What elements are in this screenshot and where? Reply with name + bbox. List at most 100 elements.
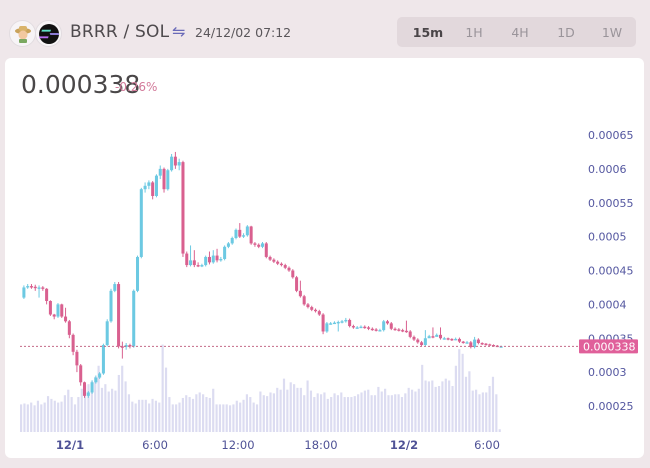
- candle-body: [143, 185, 147, 190]
- volume-bar: [441, 381, 444, 432]
- volume-bar: [498, 429, 501, 432]
- volume-bar: [30, 402, 33, 432]
- candle-body: [147, 182, 151, 186]
- volume-bar: [151, 398, 154, 432]
- candle-body: [457, 338, 461, 342]
- candle-body: [446, 338, 450, 340]
- candle-body: [484, 343, 488, 346]
- volume-bar: [468, 371, 471, 432]
- volume-bar: [410, 389, 414, 432]
- candle-body: [253, 243, 257, 245]
- volume-bar: [390, 395, 393, 432]
- volume-bar: [144, 399, 147, 432]
- timeframe-1h[interactable]: 1H: [465, 24, 483, 40]
- last-price-badge: [579, 339, 638, 354]
- timestamp: 24/12/02 07:12: [195, 25, 292, 40]
- candle-body: [279, 263, 283, 266]
- candle-body: [438, 334, 443, 339]
- volume-bar: [107, 391, 110, 432]
- candle-body: [442, 338, 446, 340]
- candle-body: [90, 382, 94, 393]
- candle-body: [469, 342, 473, 348]
- volume-bar: [282, 378, 286, 432]
- volume-bar: [185, 395, 188, 432]
- candle-body: [151, 182, 155, 196]
- sol-token-icon: [35, 20, 62, 47]
- volume-bar: [212, 388, 215, 432]
- timeframe-4h[interactable]: 4H: [511, 24, 529, 40]
- volume-bar: [40, 404, 43, 432]
- candle-body: [276, 261, 280, 264]
- volume-bar: [114, 390, 117, 432]
- volume-bar: [23, 403, 26, 432]
- candle-body: [408, 331, 412, 337]
- volume-bar: [232, 404, 235, 432]
- candle-body: [454, 338, 458, 341]
- candle-body: [435, 334, 439, 337]
- candle-body: [64, 316, 68, 322]
- candle-body: [181, 162, 185, 254]
- volume-bar: [104, 384, 107, 432]
- candle-body: [329, 323, 333, 325]
- candle-body: [117, 284, 121, 347]
- volume-bar: [346, 397, 350, 432]
- volume-bar: [158, 402, 161, 432]
- volume-bar: [164, 367, 168, 432]
- volume-bar: [434, 386, 437, 432]
- candle-body: [48, 300, 52, 315]
- candle-body: [204, 256, 208, 266]
- candle-body: [192, 260, 196, 266]
- volume-bar: [296, 387, 299, 432]
- volume-bar: [121, 365, 124, 432]
- candle-body: [109, 290, 113, 322]
- price-change: -0.26%: [115, 80, 158, 94]
- timeframe-1w[interactable]: 1W: [601, 24, 623, 40]
- volume-bar: [218, 404, 222, 432]
- timeframe-15m[interactable]: 15m: [412, 24, 444, 40]
- candle-body: [120, 346, 124, 348]
- candle-body: [427, 336, 431, 339]
- volume-bar: [178, 402, 181, 432]
- volume-bar: [400, 397, 404, 432]
- candle-body: [33, 286, 37, 289]
- volume-bar: [407, 387, 410, 432]
- y-axis-label: 0.00065: [588, 129, 634, 142]
- y-axis-label: 0.0004: [588, 298, 627, 311]
- candle-body: [351, 326, 355, 328]
- candle-body: [302, 296, 306, 305]
- volume-bar: [448, 380, 451, 432]
- volume-bar: [131, 401, 134, 432]
- volume-bar: [353, 396, 356, 432]
- candle-body: [492, 345, 496, 347]
- candle-body: [374, 329, 378, 331]
- volume-bar: [117, 374, 120, 432]
- volume-bar: [323, 392, 326, 432]
- volume-bar: [124, 381, 127, 432]
- volume-bar: [464, 376, 468, 432]
- volume-bar: [57, 402, 60, 432]
- candle-body: [101, 345, 105, 374]
- timeframe-1d[interactable]: 1D: [557, 24, 575, 40]
- volume-bar: [259, 391, 262, 432]
- current-price: 0.000338: [21, 70, 141, 99]
- volume-bar: [171, 404, 174, 432]
- candle-body: [219, 258, 223, 261]
- candle-body: [268, 256, 272, 260]
- volume-bar: [33, 405, 36, 432]
- candle-body: [306, 304, 310, 308]
- candle-body: [238, 229, 242, 237]
- candle-body: [234, 229, 238, 238]
- candle-body: [480, 342, 484, 345]
- volume-bar: [363, 390, 366, 432]
- candle-body: [173, 156, 177, 166]
- volume-bar: [319, 394, 323, 432]
- volume-bar: [269, 392, 272, 432]
- candle-body: [314, 309, 318, 312]
- candle-body: [223, 246, 227, 259]
- volume-bar: [245, 394, 248, 432]
- volume-bar: [255, 404, 259, 432]
- swap-pair-icon[interactable]: ⇋: [172, 22, 186, 41]
- candle-body: [162, 168, 166, 190]
- volume-bar: [289, 382, 292, 432]
